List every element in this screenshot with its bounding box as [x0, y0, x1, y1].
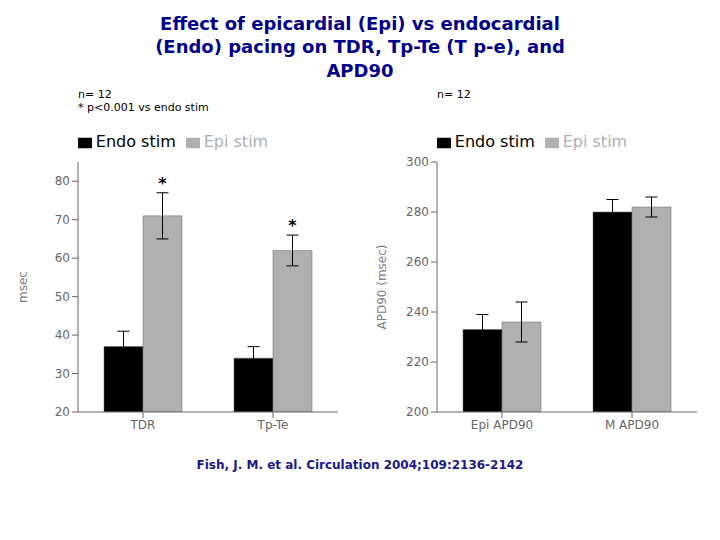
- svg-text:msec: msec: [16, 271, 30, 303]
- html-text:Effect of epicardial (Epi) vs: Effect of epicardial (Epi) vs endocardia…: [155, 13, 565, 81]
- svg-text:40: 40: [55, 329, 70, 343]
- html-text:n= 12: n= 12: [437, 88, 471, 102]
- html-text:Fish, J. M. et al. Circulation: Fish, J. M. et al. Circulation 2004;109:…: [196, 458, 524, 473]
- svg-text:300: 300: [406, 155, 429, 169]
- svg-text:60: 60: [55, 252, 70, 266]
- html-text:Endo stim: Endo stim: [95, 132, 176, 152]
- svg-text:APD90 (msec): APD90 (msec): [375, 245, 389, 330]
- svg-text:M APD90: M APD90: [605, 418, 659, 432]
- svg-text:50: 50: [55, 290, 70, 304]
- svg-text:*: *: [158, 174, 167, 193]
- svg-text:200: 200: [406, 405, 429, 419]
- svg-text:280: 280: [406, 205, 429, 219]
- svg-text:220: 220: [406, 355, 429, 369]
- svg-text:Epi APD90: Epi APD90: [471, 418, 533, 432]
- html-text:* p<0.001 vs endo stim: * p<0.001 vs endo stim: [78, 101, 209, 115]
- svg-text:TDR: TDR: [130, 418, 156, 432]
- svg-text:Tp-Te: Tp-Te: [257, 418, 289, 432]
- svg-text:80: 80: [55, 175, 70, 189]
- svg-text:*: *: [288, 216, 297, 235]
- html-text:Epi stim: Epi stim: [562, 132, 628, 152]
- svg-text:240: 240: [406, 305, 429, 319]
- html-text:Endo stim: Endo stim: [454, 132, 535, 152]
- html-text:n= 12: n= 12: [78, 88, 112, 102]
- svg-text:20: 20: [55, 405, 70, 419]
- svg-text:260: 260: [406, 255, 429, 269]
- svg-text:30: 30: [55, 367, 70, 381]
- svg-text:70: 70: [55, 213, 70, 227]
- html-text:Epi stim: Epi stim: [203, 132, 269, 152]
